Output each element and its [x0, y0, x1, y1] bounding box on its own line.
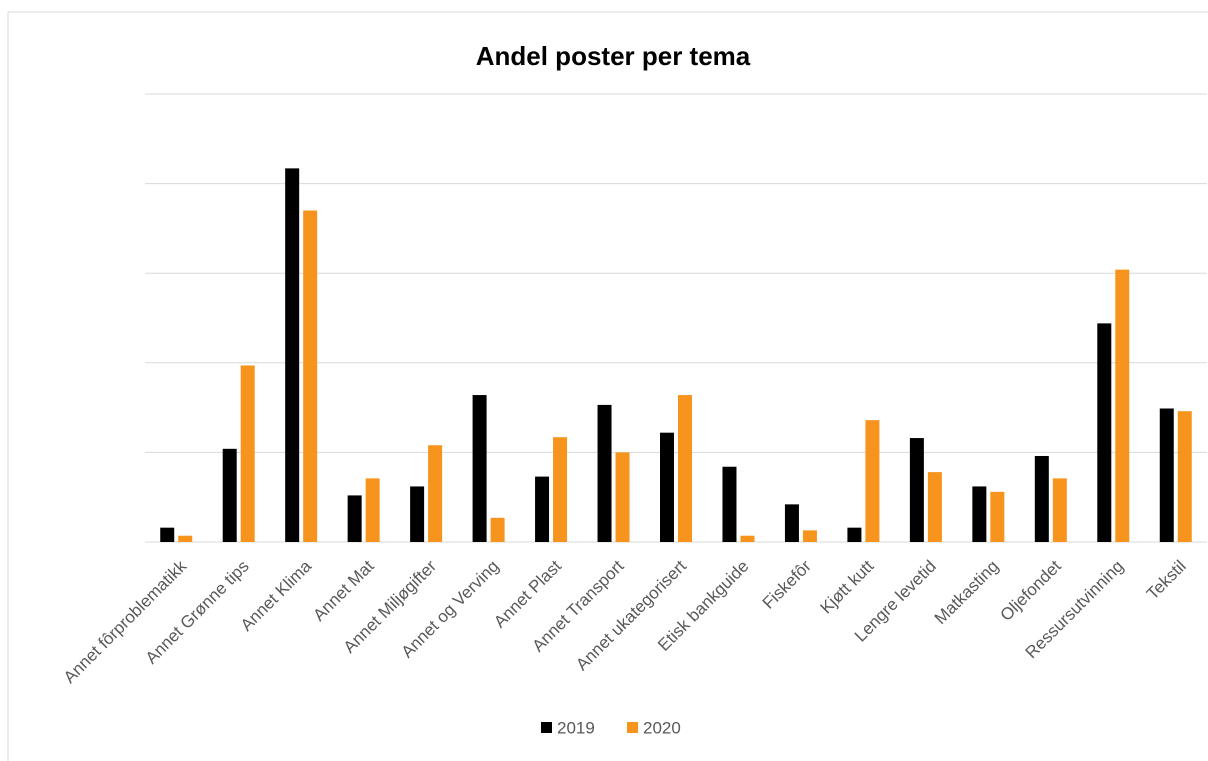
- bar: [615, 452, 630, 542]
- bar: [222, 448, 237, 542]
- bar: [722, 466, 737, 542]
- bar: [428, 445, 443, 542]
- bar: [1052, 478, 1067, 542]
- legend-label: 2020: [643, 718, 681, 737]
- chart-frame: [7, 11, 1208, 761]
- bar: [802, 530, 817, 542]
- legend-label: 2019: [557, 718, 595, 737]
- bar: [472, 395, 487, 542]
- bar: [553, 437, 568, 542]
- bar: [784, 504, 799, 542]
- bar: [240, 365, 255, 542]
- bar: [865, 420, 880, 542]
- bar: [178, 535, 193, 542]
- bar: [347, 495, 362, 542]
- bar: [990, 491, 1005, 542]
- bar: [740, 535, 755, 542]
- bar: [1159, 408, 1174, 542]
- bar: [1115, 269, 1130, 542]
- bar: [660, 432, 674, 542]
- bar: [1097, 323, 1112, 542]
- bar: [678, 395, 692, 542]
- bar: [490, 517, 505, 542]
- bar: [909, 438, 924, 542]
- bar: [160, 527, 175, 542]
- chart-title: Andel poster per tema: [476, 41, 751, 71]
- bar: [285, 168, 300, 543]
- bar: [1034, 455, 1049, 542]
- bar: [597, 404, 612, 542]
- bar: [365, 478, 380, 542]
- bar: [535, 476, 550, 542]
- bar: [410, 486, 425, 542]
- bar: [303, 210, 318, 543]
- legend-swatch: [627, 722, 638, 733]
- bar: [1177, 411, 1192, 542]
- bar: [847, 527, 862, 542]
- legend-swatch: [541, 722, 552, 733]
- bar: [972, 486, 987, 542]
- bar: [927, 472, 942, 542]
